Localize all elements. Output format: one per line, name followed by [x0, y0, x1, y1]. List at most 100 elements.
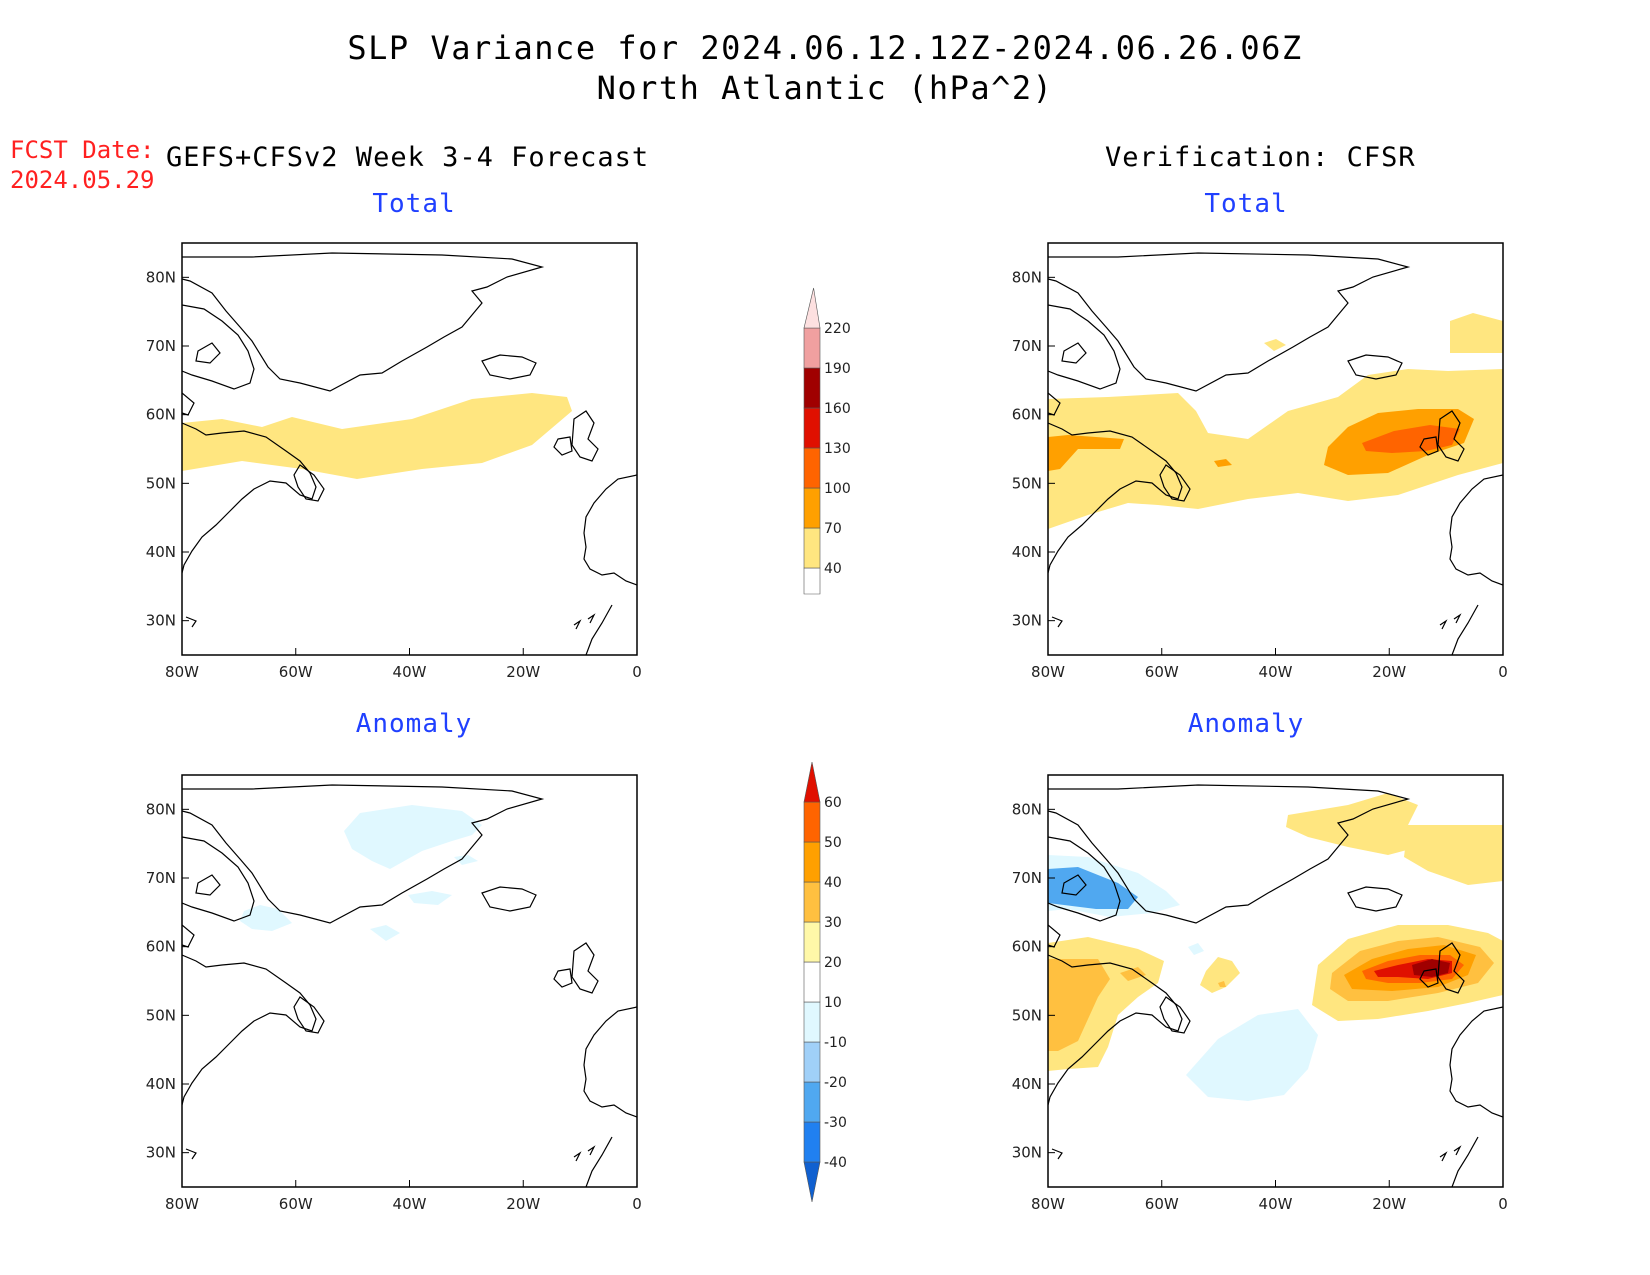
colorbar-segment — [803, 567, 821, 595]
y-tick-label: 50N — [146, 474, 176, 492]
colorbar-label: 20 — [824, 955, 842, 971]
colorbar-segment — [803, 841, 821, 883]
shaded-region-verif-anomaly-10 — [1120, 967, 1146, 981]
colorbar-segment — [803, 761, 821, 803]
x-tick-label: 0 — [632, 1195, 642, 1213]
total-colorbar: 40 70 100 130 160 190 220 — [803, 287, 851, 595]
x-tick-label: 80W — [1031, 663, 1065, 681]
colorbar-label: 50 — [824, 835, 842, 851]
x-tick-label: 0 — [632, 663, 642, 681]
y-tick-label: 80N — [1012, 268, 1042, 286]
shaded-region-verif-total-1 — [1450, 313, 1503, 353]
y-tick-label: 80N — [146, 800, 176, 818]
colorbar-segment — [803, 1161, 821, 1203]
fcst-date-value: 2024.05.29 — [10, 166, 155, 194]
x-tick-label: 80W — [165, 1195, 199, 1213]
colorbar-segment — [803, 327, 821, 369]
panel-title-verif-anomaly: Anomaly — [1187, 709, 1305, 739]
colorbar-segment — [803, 487, 821, 529]
shaded-region-fcst-anomaly-2 — [408, 891, 452, 905]
colorbar-label: 30 — [824, 915, 842, 931]
x-tick-label: 20W — [1372, 1195, 1406, 1213]
colorbar-label: 10 — [824, 995, 842, 1011]
forecast-column-title: GEFS+CFSv2 Week 3-4 Forecast — [166, 142, 650, 173]
y-tick-label: 50N — [1012, 474, 1042, 492]
x-tick-label: 0 — [1498, 1195, 1508, 1213]
colorbar-label: -20 — [824, 1075, 847, 1091]
y-tick-label: 40N — [146, 1075, 176, 1093]
y-tick-label: 30N — [146, 1144, 176, 1162]
colorbar-label: 40 — [824, 875, 842, 891]
x-tick-label: 80W — [165, 663, 199, 681]
x-tick-label: 40W — [393, 1195, 427, 1213]
shaded-region-verif-total-3 — [1048, 435, 1124, 471]
panel-title-verif-total: Total — [1204, 189, 1288, 219]
y-tick-label: 40N — [146, 543, 176, 561]
colorbar-segment — [803, 1121, 821, 1163]
x-tick-label: 40W — [1259, 1195, 1293, 1213]
y-tick-label: 60N — [146, 406, 176, 424]
shaded-region-verif-anomaly-1 — [1404, 825, 1503, 885]
shaded-region-verif-anomaly-16 — [1412, 959, 1450, 977]
colorbar-segment — [803, 1001, 821, 1043]
map-panel-verif-total: 80W 60W 40W 20W 0 30N 40N 50N 60N 70N 80N — [1012, 242, 1508, 681]
x-tick-label: 80W — [1031, 1195, 1065, 1213]
colorbar-label: -10 — [824, 1035, 847, 1051]
main-title: SLP Variance for 2024.06.12.12Z-2024.06.… — [347, 29, 1303, 107]
y-tick-label: 70N — [146, 869, 176, 887]
shaded-region-fcst-anomaly-0 — [344, 805, 482, 869]
y-tick-label: 60N — [146, 938, 176, 956]
shaded-region-verif-anomaly-5 — [1186, 1009, 1318, 1101]
y-tick-label: 70N — [1012, 869, 1042, 887]
shaded-region-verif-anomaly-7 — [1200, 957, 1240, 993]
colorbar-segment — [803, 1081, 821, 1123]
fcst-date-label: FCST Date: 2024.05.29 — [10, 136, 155, 194]
colorbar-segment — [803, 367, 821, 409]
y-tick-label: 30N — [1012, 1144, 1042, 1162]
shaded-region-fcst-total-0 — [182, 393, 572, 479]
y-tick-label: 50N — [1012, 1006, 1042, 1024]
anomaly-colorbar: -40 -30 -20 -10 10 20 30 40 50 60 — [803, 761, 847, 1203]
shaded-region-verif-total-4 — [1214, 459, 1232, 467]
x-tick-label: 40W — [393, 663, 427, 681]
colorbar-label: 220 — [824, 321, 851, 337]
x-tick-label: 40W — [1259, 663, 1293, 681]
map-panel-verif-anomaly: 80W 60W 40W 20W 0 30N 40N 50N 60N 70N 80N — [1012, 774, 1508, 1213]
colorbar-label: -30 — [824, 1115, 847, 1131]
colorbar-label: 40 — [824, 561, 842, 577]
colorbar-segment — [803, 801, 821, 843]
y-tick-label: 40N — [1012, 1075, 1042, 1093]
x-tick-label: 60W — [1145, 1195, 1179, 1213]
shaded-region-verif-anomaly-4 — [1188, 943, 1204, 955]
shaded-region-verif-anomaly-11 — [1218, 981, 1226, 987]
y-tick-label: 40N — [1012, 543, 1042, 561]
colorbar-label: 70 — [824, 521, 842, 537]
shaded-region-verif-total-6 — [1362, 425, 1460, 453]
y-tick-label: 30N — [146, 612, 176, 630]
shaded-region-fcst-anomaly-1 — [454, 855, 478, 865]
panel-title-fcst-total: Total — [372, 189, 456, 219]
colorbar-segment — [803, 527, 821, 569]
colorbar-label: 100 — [824, 481, 851, 497]
colorbar-segment — [803, 961, 821, 1003]
colorbar-segment — [803, 1041, 821, 1083]
shaded-region-verif-anomaly-9 — [1048, 959, 1110, 1051]
x-tick-label: 60W — [1145, 663, 1179, 681]
shaded-region-verif-total-0 — [1048, 369, 1503, 529]
x-tick-label: 0 — [1498, 663, 1508, 681]
shaded-region-verif-anomaly-3 — [1048, 867, 1138, 909]
x-tick-label: 20W — [506, 663, 540, 681]
colorbar-label: 190 — [824, 361, 851, 377]
colorbar-segment — [803, 447, 821, 489]
panel-title-fcst-anomaly: Anomaly — [355, 709, 473, 739]
y-tick-label: 80N — [1012, 800, 1042, 818]
colorbar-label: 130 — [824, 441, 851, 457]
shaded-region-fcst-anomaly-4 — [370, 925, 400, 941]
x-tick-label: 20W — [1372, 663, 1406, 681]
colorbar-label: 160 — [824, 401, 851, 417]
y-tick-label: 80N — [146, 268, 176, 286]
verification-column-title: Verification: CFSR — [1105, 142, 1416, 173]
y-tick-label: 60N — [1012, 938, 1042, 956]
x-tick-label: 60W — [279, 1195, 313, 1213]
x-tick-label: 60W — [279, 663, 313, 681]
